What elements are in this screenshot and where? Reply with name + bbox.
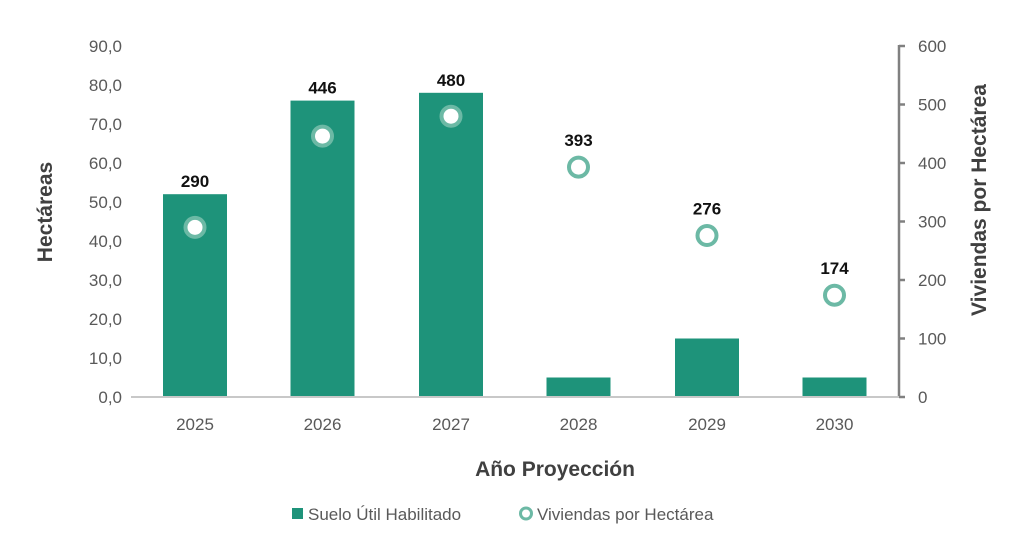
marker-2029 bbox=[695, 224, 719, 248]
left-tick-label: 50,0 bbox=[89, 193, 122, 212]
marker-2025 bbox=[183, 215, 207, 239]
bar-2026 bbox=[290, 100, 355, 397]
x-tick-label: 2027 bbox=[432, 415, 470, 434]
right-tick-label: 600 bbox=[918, 37, 946, 56]
bar-2030 bbox=[802, 377, 867, 397]
left-tick-label: 80,0 bbox=[89, 76, 122, 95]
legend: Suelo Útil Habilitado Viviendas por Hect… bbox=[292, 505, 714, 524]
data-label-2030: 174 bbox=[820, 259, 849, 278]
marker-2027 bbox=[439, 104, 463, 128]
x-tick-label: 2030 bbox=[816, 415, 854, 434]
legend-label-suelo: Suelo Útil Habilitado bbox=[308, 505, 461, 524]
x-tick-label: 2029 bbox=[688, 415, 726, 434]
left-axis-title: Hectáreas bbox=[34, 162, 57, 262]
left-tick-label: 0,0 bbox=[98, 388, 122, 407]
data-label-2027: 480 bbox=[437, 71, 465, 90]
bar-series-suelo-util bbox=[163, 92, 867, 398]
x-tick-label: 2028 bbox=[560, 415, 598, 434]
bar-2028 bbox=[546, 377, 611, 397]
left-tick-label: 90,0 bbox=[89, 37, 122, 56]
right-tick-label: 500 bbox=[918, 96, 946, 115]
x-tick-label: 2026 bbox=[304, 415, 342, 434]
marker-2028 bbox=[567, 155, 590, 179]
left-axis-tick-labels: 0,0 10,0 20,0 30,0 40,0 50,0 60,0 70,0 80,0 90,0 bbox=[89, 37, 122, 407]
right-axis-tick-labels: 0 100 200 300 400 500 600 bbox=[918, 37, 946, 407]
right-axis-title: Viviendas por Hectárea bbox=[968, 84, 991, 316]
right-axis-tick-marks bbox=[899, 44, 905, 399]
right-tick-label: 0 bbox=[918, 388, 927, 407]
right-tick-label: 100 bbox=[918, 330, 946, 349]
data-label-2025: 290 bbox=[181, 172, 209, 191]
data-label-2026: 446 bbox=[308, 79, 336, 98]
left-tick-label: 20,0 bbox=[89, 310, 122, 329]
legend-ring-marker-icon bbox=[519, 506, 533, 521]
left-tick-label: 60,0 bbox=[89, 154, 122, 173]
right-tick-label: 400 bbox=[918, 154, 946, 173]
right-tick-label: 300 bbox=[918, 213, 946, 232]
marker-series-viviendas: 290 446 480 393 276 174 bbox=[181, 71, 849, 307]
bar-2029 bbox=[675, 338, 739, 397]
x-axis-tick-labels: 2025 2026 2027 2028 2029 2030 bbox=[176, 415, 853, 434]
x-tick-label: 2025 bbox=[176, 415, 214, 434]
x-axis-title: Año Proyección bbox=[475, 458, 635, 481]
marker-2030 bbox=[823, 283, 846, 307]
left-tick-label: 30,0 bbox=[89, 271, 122, 290]
legend-bar-swatch-icon bbox=[292, 508, 303, 519]
right-tick-label: 200 bbox=[918, 271, 946, 290]
left-tick-label: 10,0 bbox=[89, 349, 122, 368]
left-tick-label: 40,0 bbox=[89, 232, 122, 251]
left-tick-label: 70,0 bbox=[89, 115, 122, 134]
data-label-2028: 393 bbox=[564, 131, 592, 150]
data-label-2029: 276 bbox=[693, 200, 721, 219]
marker-2026 bbox=[311, 124, 334, 148]
bar-2027 bbox=[419, 92, 483, 398]
legend-label-viviendas: Viviendas por Hectárea bbox=[537, 505, 714, 524]
